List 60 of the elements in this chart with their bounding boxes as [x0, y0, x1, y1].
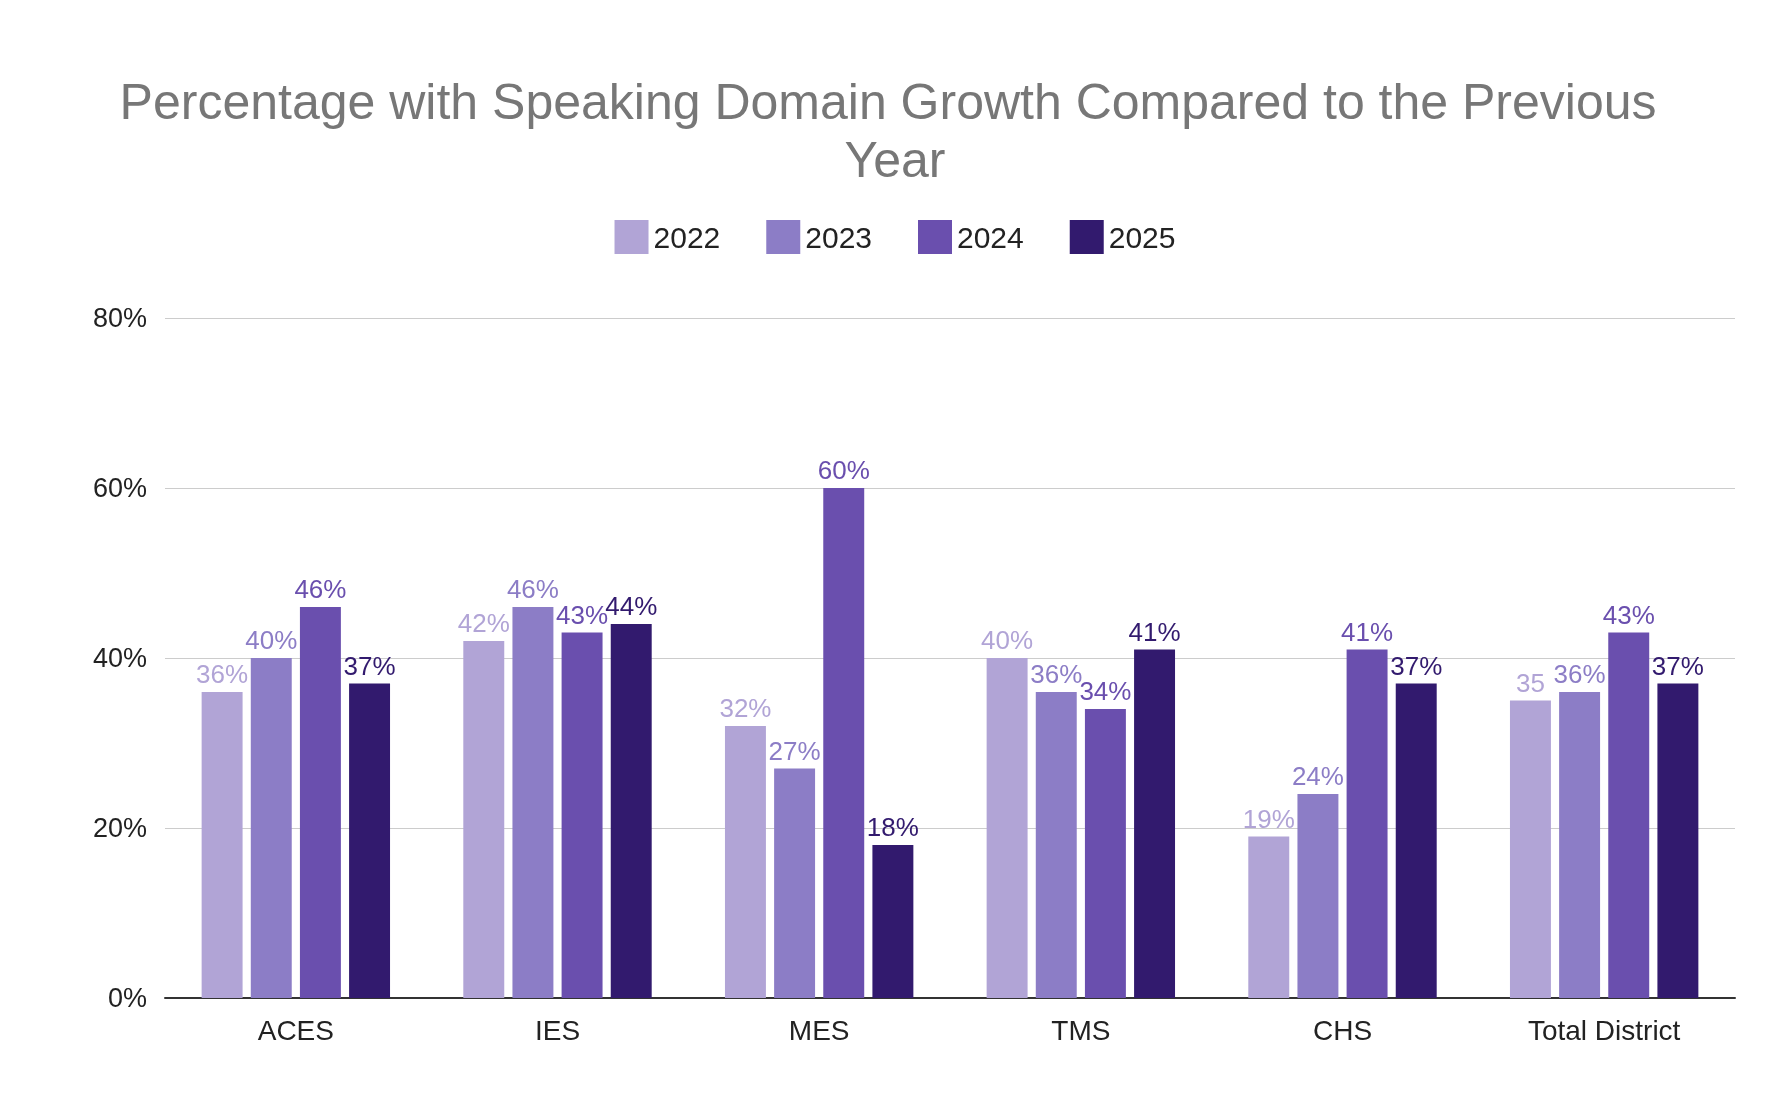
data-label: 36% [1553, 659, 1606, 689]
x-tick-label: CHS [1312, 1014, 1373, 1046]
bar [1248, 836, 1290, 998]
bar [250, 658, 292, 998]
legend-label: 2022 [653, 220, 721, 254]
bar [1509, 700, 1551, 998]
bar [1297, 794, 1339, 998]
x-tick-label: MES [788, 1014, 850, 1046]
data-label: 46% [294, 574, 347, 604]
data-label: 41% [1128, 616, 1181, 647]
bar [299, 607, 341, 998]
legend-label: 2024 [957, 220, 1024, 254]
data-label: 32% [719, 693, 772, 723]
bar [774, 768, 816, 998]
data-label: 19% [1242, 803, 1295, 834]
bar [1559, 692, 1601, 998]
bar [724, 726, 766, 998]
legend-label: 2023 [805, 220, 873, 254]
y-tick-label: 20% [92, 813, 147, 843]
data-label: 60% [817, 455, 870, 485]
bar [1346, 649, 1388, 998]
bar [610, 624, 652, 998]
data-label: 41% [1341, 616, 1394, 647]
bar [201, 692, 243, 998]
x-tick-label: IES [534, 1014, 581, 1046]
data-label: 27% [768, 735, 821, 766]
y-tick-label: 40% [92, 643, 147, 673]
data-label: 40% [981, 625, 1034, 655]
bar [1657, 683, 1699, 998]
legend-label: 2025 [1108, 220, 1176, 254]
data-label: 43% [1602, 599, 1655, 630]
y-tick-label: 0% [107, 983, 147, 1013]
data-label: 37% [1390, 650, 1443, 681]
data-label: 36% [196, 659, 249, 689]
bar [463, 641, 505, 998]
bar [349, 683, 391, 998]
x-tick-label: ACES [257, 1014, 334, 1046]
data-label: 18% [866, 812, 919, 842]
bar [1395, 683, 1437, 998]
bar [872, 845, 914, 998]
data-label: 37% [1651, 650, 1704, 681]
bar [1084, 709, 1126, 998]
data-label: 24% [1291, 761, 1344, 791]
bar [986, 658, 1028, 998]
x-tick-label: Total District [1527, 1014, 1681, 1046]
y-tick-label: 80% [92, 303, 147, 333]
data-label: 40% [245, 625, 298, 655]
data-label: 37% [343, 650, 396, 681]
x-tick-label: TMS [1051, 1014, 1111, 1046]
chart-title: Percentage with Speaking Domain Growth Compared to the Previous Year [119, 74, 1671, 188]
bar [561, 632, 603, 998]
bar [1035, 692, 1077, 998]
bar [1134, 649, 1176, 998]
bar [823, 488, 865, 998]
bar [1608, 632, 1650, 998]
data-label: 42% [457, 608, 510, 638]
y-tick-label: 60% [92, 473, 147, 503]
data-label: 46% [506, 574, 559, 604]
data-label: 35 [1515, 667, 1545, 698]
bar [512, 607, 554, 998]
